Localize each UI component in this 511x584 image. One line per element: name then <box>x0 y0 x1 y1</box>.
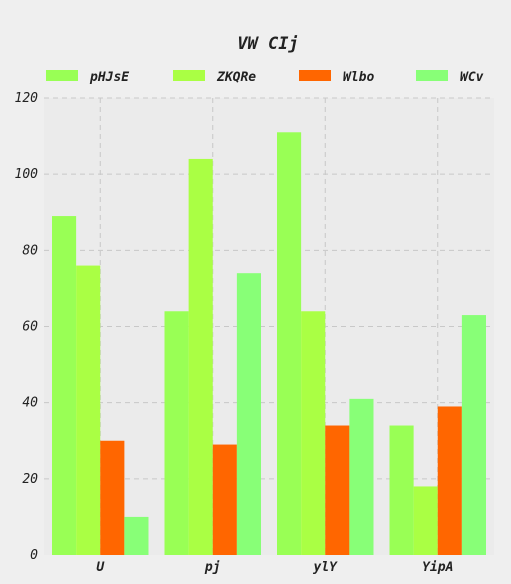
legend-item-ZKQRe: ZKQRe <box>173 70 256 85</box>
bar-ZKQRe-ylY <box>301 311 326 555</box>
bar-pHJsE-YipA <box>389 425 414 555</box>
legend-label: pHJsE <box>89 70 129 85</box>
bar-Wlbo-YipA <box>437 406 462 555</box>
legend-swatch <box>173 70 205 81</box>
legend-label: WCv <box>460 70 484 85</box>
legend-item-Wlbo: Wlbo <box>299 70 374 85</box>
chart-title: VW CIj <box>237 34 298 54</box>
x-tick-label: YipA <box>422 560 453 575</box>
legend-swatch <box>46 70 78 81</box>
bar-Wlbo-U <box>100 440 125 555</box>
legend-label: ZKQRe <box>216 70 256 85</box>
bar-pHJsE-pj <box>164 311 189 555</box>
bar-ZKQRe-pj <box>188 158 213 555</box>
y-tick-label: 100 <box>15 167 39 182</box>
x-tick-label: ylY <box>313 560 339 575</box>
bars <box>52 132 486 555</box>
legend: pHJsE ZKQRe Wlbo WCv <box>46 70 484 85</box>
bar-WCv-YipA <box>461 315 486 555</box>
x-tick-label: pj <box>204 560 221 575</box>
y-tick-label: 20 <box>22 472 38 487</box>
y-axis: 0 20 40 60 80 100 120 <box>15 91 39 563</box>
legend-swatch <box>416 70 448 81</box>
y-tick-label: 60 <box>22 320 38 335</box>
y-tick-label: 40 <box>22 396 38 411</box>
bar-ZKQRe-U <box>76 265 101 555</box>
x-tick-label: U <box>96 560 105 575</box>
legend-item-WCv: WCv <box>416 70 484 85</box>
bar-Wlbo-ylY <box>325 425 350 555</box>
bar-WCv-pj <box>236 273 261 555</box>
bar-WCv-U <box>124 516 149 555</box>
legend-item-pHJsE: pHJsE <box>46 70 129 85</box>
legend-swatch <box>299 70 331 81</box>
bar-pHJsE-U <box>52 216 77 555</box>
bar-Wlbo-pj <box>212 444 237 555</box>
legend-label: Wlbo <box>343 70 374 85</box>
bar-pHJsE-ylY <box>277 132 302 555</box>
y-tick-label: 80 <box>22 243 38 258</box>
bar-WCv-ylY <box>349 398 374 555</box>
y-tick-label: 120 <box>15 91 39 106</box>
bar-ZKQRe-YipA <box>413 486 438 555</box>
y-tick-label: 0 <box>30 548 38 563</box>
